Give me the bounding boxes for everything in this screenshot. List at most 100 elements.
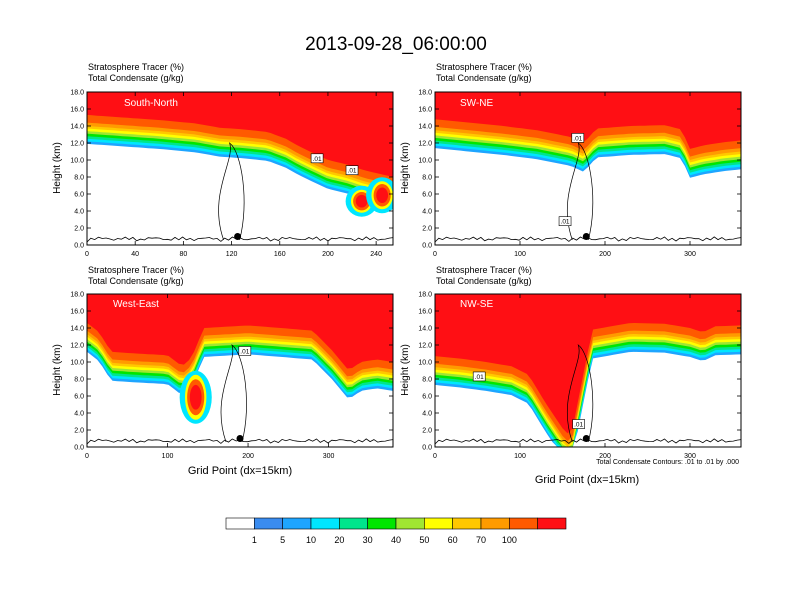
colorbar-swatch: [225, 517, 255, 530]
tracer-band: [435, 92, 741, 149]
x-axis-title: Grid Point (dx=15km): [535, 474, 639, 486]
colorbar-swatch: [395, 517, 425, 530]
location-marker: [234, 233, 242, 240]
panel-title-line-2: Total Condensate (g/kg): [436, 73, 532, 83]
y-tick-label: 2.0: [74, 428, 84, 435]
colorbar-label: 20: [334, 535, 344, 545]
colorbar-label: 1: [252, 535, 257, 545]
y-tick-label: 8.0: [74, 377, 84, 384]
intrusion-plume: [355, 194, 368, 208]
contour-label: .01: [313, 156, 322, 163]
y-tick-label: 14.0: [70, 326, 84, 333]
x-tick-label: 40: [131, 251, 139, 258]
colorbar-swatch: [254, 517, 283, 530]
panel-title-line-1: Stratosphere Tracer (%): [88, 62, 184, 72]
contour-label-box: [310, 153, 324, 164]
x-tick-label: 120: [226, 251, 238, 258]
condensate-contour: [567, 142, 594, 241]
y-tick-label: 0.0: [74, 445, 84, 452]
plot-fill: [435, 294, 741, 447]
colorbar-swatch: [480, 517, 510, 530]
colorbar-label: 50: [419, 535, 429, 545]
y-tick-label: 12.0: [418, 343, 432, 350]
y-tick-label: 0.0: [422, 243, 432, 250]
x-tick-label: 0: [433, 453, 437, 460]
axis-ticks: 0.0 2.0 4.0 6.0 8.0 10.0 12.0 14.0 16.0 18.0 0 40 80…: [70, 90, 393, 258]
condensate-contour: [567, 344, 594, 443]
colorbar-label: 100: [502, 535, 517, 545]
panel-title-line-2: Total Condensate (g/kg): [88, 276, 184, 286]
y-tick-label: 14.0: [70, 124, 84, 131]
colorbar-swatch: [367, 517, 397, 530]
y-axis-title: Height (km): [52, 344, 63, 396]
panel-south-north: Stratosphere Tracer (%) Total Condensate…: [52, 62, 394, 258]
location-marker: [236, 435, 244, 442]
panel-sw-ne: Stratosphere Tracer (%) Total Condensate…: [400, 62, 742, 258]
condensate-contour: [220, 344, 247, 443]
figure-title: 2013-09-28_06:00:00: [305, 34, 487, 55]
y-tick-label: 14.0: [418, 326, 432, 333]
y-axis-title: Height (km): [400, 142, 411, 194]
plot-decor: .01: [86, 344, 394, 445]
plot-decor: .01 .01: [434, 344, 742, 445]
y-tick-label: 8.0: [422, 377, 432, 384]
y-tick-label: 18.0: [418, 90, 432, 97]
contour-label: .01: [574, 422, 583, 429]
y-tick-label: 4.0: [422, 209, 432, 216]
y-tick-label: 10.0: [418, 158, 432, 165]
plot-frame: [86, 91, 394, 246]
y-tick-label: 6.0: [74, 192, 84, 199]
intrusion-plume: [189, 384, 202, 410]
panel-title-line-2: Total Condensate (g/kg): [88, 73, 184, 83]
colorbar: 1 5 10 20 30 40 50 60 70 100: [225, 517, 567, 545]
y-axis-title: Height (km): [400, 344, 411, 396]
colorbar-swatch: [310, 517, 340, 530]
plot-frame: [434, 91, 742, 246]
panel-label: NW-SE: [460, 299, 493, 310]
axis-ticks: 0.0 2.0 4.0 6.0 8.0 10.0 12.0 14.0 16.0 18.0 0 100 2…: [418, 90, 741, 258]
plot-frame: [86, 293, 394, 448]
plot-fill: [87, 294, 393, 424]
panel-title-line-1: Stratosphere Tracer (%): [436, 265, 532, 275]
plot-frame: [434, 293, 742, 448]
axis-ticks: 0.0 2.0 4.0 6.0 8.0 10.0 12.0 14.0 16.0 18.0 0 100 2…: [70, 292, 393, 460]
colorbar-label: 10: [306, 535, 316, 545]
panel-label: West-East: [113, 299, 159, 310]
axis-ticks: 0.0 2.0 4.0 6.0 8.0 10.0 12.0 14.0 16.0 18.0 0 100 2…: [418, 292, 741, 460]
x-axis-title: Grid Point (dx=15km): [188, 465, 292, 477]
x-tick-label: 200: [599, 251, 611, 258]
y-tick-label: 16.0: [70, 309, 84, 316]
x-tick-label: 240: [370, 251, 382, 258]
contour-label: .01: [561, 219, 570, 226]
intrusion-plume: [376, 187, 389, 203]
contour-label: .01: [573, 135, 582, 142]
colorbar-swatch: [509, 517, 538, 530]
plot-fill: [435, 92, 741, 178]
contour-footnote: Total Condensate Contours: .01 to .01 by…: [596, 459, 739, 466]
x-tick-label: 100: [514, 251, 526, 258]
y-tick-label: 6.0: [422, 192, 432, 199]
x-tick-label: 0: [85, 251, 89, 258]
y-tick-label: 16.0: [418, 309, 432, 316]
colorbar-swatch: [424, 517, 453, 530]
colorbar-swatch: [537, 517, 567, 530]
y-tick-label: 10.0: [70, 360, 84, 367]
location-marker: [582, 233, 590, 240]
plot-decor: .01 .01: [86, 142, 394, 243]
colorbar-label: 60: [448, 535, 458, 545]
x-tick-label: 300: [684, 453, 696, 460]
colorbar-swatch: [282, 517, 312, 530]
y-axis-title: Height (km): [52, 142, 63, 194]
tracer-band: [87, 294, 393, 369]
y-tick-label: 18.0: [418, 292, 432, 299]
contour-label-box: [571, 133, 585, 143]
x-tick-label: 200: [242, 453, 254, 460]
x-tick-label: 300: [684, 251, 696, 258]
y-tick-label: 2.0: [74, 226, 84, 233]
x-tick-label: 100: [162, 453, 174, 460]
contour-label-box: [572, 419, 585, 429]
y-tick-label: 0.0: [422, 445, 432, 452]
x-tick-label: 0: [85, 453, 89, 460]
colorbar-label: 30: [363, 535, 373, 545]
y-tick-label: 4.0: [74, 209, 84, 216]
